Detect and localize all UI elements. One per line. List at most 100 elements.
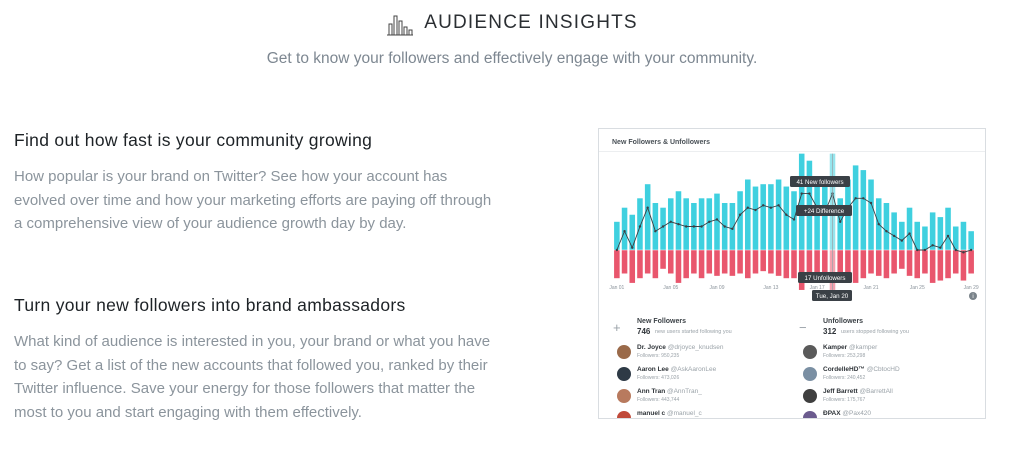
- unfollowers-bar: [798, 250, 805, 290]
- difference-point: [646, 206, 649, 209]
- follower-name: Aaron Lee @AskAaronLee: [637, 366, 717, 373]
- unfollowers-bar: [937, 250, 944, 281]
- new-followers-bar: [868, 179, 874, 250]
- unfollowers-bar: [860, 250, 867, 279]
- follower-item[interactable]: Dr. Joyce @drjoyce_knudsen Followers: 95…: [613, 341, 788, 363]
- unfollower-name: ĐPAX @Pax420: [823, 410, 872, 417]
- info-icon-glyph: i: [972, 294, 973, 300]
- ambassadors-body: What kind of audience is interested in y…: [14, 333, 491, 421]
- unfollowers-bar: [745, 250, 751, 279]
- new-followers-bar: [737, 191, 743, 250]
- new-followers-bar: [860, 170, 867, 250]
- follower-count: Followers: 443,744: [637, 397, 680, 403]
- avatar: [617, 389, 631, 403]
- difference-point: [969, 248, 973, 252]
- difference-point: [800, 192, 803, 195]
- new-followers-bar: [675, 191, 682, 250]
- difference-point: [939, 246, 942, 249]
- unfollower-handle: @kamper: [849, 344, 878, 351]
- new-followers-bar: [906, 207, 913, 250]
- new-followers-bar: [667, 198, 674, 250]
- new-followers-bar: [968, 231, 974, 250]
- difference-point: [854, 197, 857, 200]
- difference-point: [700, 225, 703, 228]
- difference-point: [638, 225, 642, 228]
- unfollower-count: Followers: 175,767: [823, 397, 866, 403]
- new-followers-bar: [852, 165, 859, 250]
- unfollower-item[interactable]: Kamper @kamper Followers: 253,298: [799, 341, 974, 363]
- unfollower-item[interactable]: Jeff Barrett @BarrettAll Followers: 175,…: [799, 385, 974, 407]
- new-followers-bar: [752, 186, 759, 250]
- page-subtitle: Get to know your followers and effective…: [266, 50, 758, 67]
- unfollowers-bar: [660, 250, 666, 269]
- new-followers-bar: [637, 198, 643, 250]
- new-followers-bar: [775, 179, 782, 250]
- tooltip-unfollowers: 17 Unfollowers: [805, 275, 846, 282]
- difference-point: [677, 222, 680, 226]
- unfollowers-bar: [768, 250, 774, 274]
- unfollowers-bar: [729, 250, 736, 276]
- unfollowers-bar: [945, 250, 951, 279]
- new-followers-bar: [914, 221, 921, 250]
- difference-point: [946, 234, 950, 238]
- avatar: [803, 367, 817, 381]
- difference-point: [708, 220, 711, 223]
- new-followers-header: + New Followers 746 new users started fo…: [613, 315, 788, 341]
- audience-chart-panel: New Followers & Unfollowers Jan 01 Jan 05…: [598, 128, 986, 419]
- new-followers-count: 746: [637, 327, 651, 336]
- follower-item[interactable]: Ann Tran @AnnTran_ Followers: 443,744: [613, 385, 788, 407]
- growth-section: Find out how fast is your community grow…: [14, 130, 494, 236]
- follower-item[interactable]: Aaron Lee @AskAaronLee Followers: 473,02…: [613, 363, 788, 385]
- unfollower-handle: @Pax420: [842, 410, 872, 417]
- unfollowers-note: users stopped following you: [841, 328, 909, 335]
- unfollowers-bar: [775, 250, 782, 276]
- new-followers-bar: [621, 207, 628, 250]
- unfollower-handle: @BarrettAll: [859, 388, 893, 395]
- unfollowers-bar: [875, 250, 882, 276]
- plus-icon: +: [613, 320, 621, 335]
- minus-icon: −: [799, 320, 807, 335]
- difference-point: [684, 225, 688, 228]
- unfollowers-count: 312: [823, 327, 837, 336]
- new-followers-bar: [929, 212, 936, 250]
- difference-point: [877, 222, 880, 226]
- unfollowers-bar: [899, 250, 905, 269]
- new-followers-title: New Followers: [637, 318, 687, 325]
- unfollowers-bar: [752, 250, 759, 274]
- unfollower-item[interactable]: ĐPAX @Pax420: [799, 407, 974, 418]
- tooltip-new-followers: 41 New followers: [796, 179, 843, 186]
- unfollower-name: Kamper @kamper: [823, 344, 878, 351]
- unfollowers-bar: [814, 250, 820, 279]
- new-followers-bar: [783, 186, 790, 250]
- unfollowers-bar: [698, 250, 705, 279]
- unfollowers-bar: [783, 250, 790, 279]
- unfollowers-bar: [644, 250, 651, 274]
- new-followers-bar: [952, 226, 959, 250]
- difference-point: [792, 218, 796, 221]
- new-followers-bar: [698, 198, 705, 250]
- followers-chart[interactable]: Jan 01 Jan 05 Jan 09 Jan 13 Jan 17 Jan 21 Jan …: [599, 129, 985, 315]
- follower-count: Followers: 473,026: [637, 375, 680, 381]
- ambassadors-section: Turn your new followers into brand ambas…: [14, 295, 494, 424]
- new-followers-bar: [899, 221, 905, 250]
- tooltip-difference: +24 Difference: [804, 208, 845, 215]
- unfollowers-bar: [706, 250, 713, 274]
- follower-handle: @AskAaronLee: [670, 366, 717, 373]
- unfollower-handle: @CbtocHD: [866, 366, 900, 373]
- difference-point: [769, 206, 773, 209]
- x-tick-label: Jan 09: [709, 285, 724, 291]
- new-followers-bar: [629, 214, 636, 250]
- difference-point: [892, 234, 896, 238]
- difference-point: [738, 213, 742, 216]
- x-tick-label: Jan 01: [609, 285, 624, 291]
- unfollowers-bar: [675, 250, 682, 283]
- follower-item[interactable]: manuel c @manuel_c: [613, 407, 788, 418]
- unfollowers-bar: [806, 250, 813, 283]
- difference-point: [916, 248, 919, 252]
- unfollowers-bar: [960, 250, 967, 281]
- unfollower-name: Jeff Barrett @BarrettAll: [823, 388, 893, 395]
- unfollower-item[interactable]: CordelleHD™ @CbtocHD Followers: 240,452: [799, 363, 974, 385]
- new-followers-column: + New Followers 746 new users started fo…: [613, 315, 788, 418]
- unfollowers-bar: [952, 250, 959, 274]
- tooltip-new-followers-bg: [790, 176, 850, 187]
